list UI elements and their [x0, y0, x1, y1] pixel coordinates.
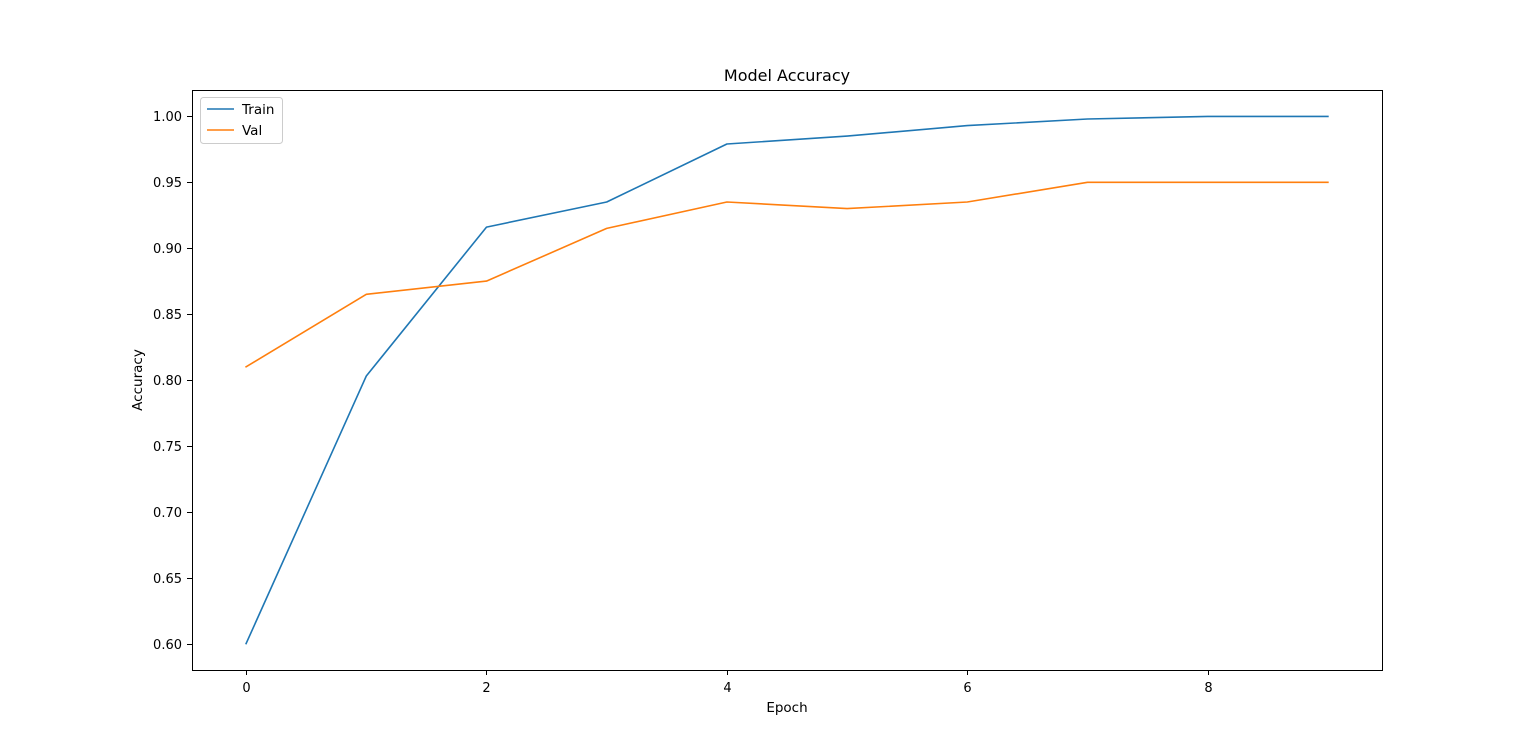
- chart-title: Model Accuracy: [724, 66, 850, 85]
- x-axis-label: Epoch: [766, 700, 807, 716]
- legend-label-val: Val: [242, 123, 262, 139]
- y-tick-label: 0.95: [153, 176, 182, 191]
- x-tick-label: 0: [242, 681, 250, 696]
- x-tick-label: 4: [723, 681, 731, 696]
- y-tick-label: 0.80: [153, 374, 182, 389]
- legend: Train Val: [200, 97, 283, 144]
- y-axis-ticks: 0.60 0.65 0.70 0.75 0.80 0.85 0.90 0.95 1.00: [153, 110, 192, 653]
- y-tick-label: 0.65: [153, 572, 182, 587]
- y-tick-label: 0.90: [153, 242, 182, 257]
- series-lines: [245, 115, 1329, 645]
- y-tick-label: 0.75: [153, 440, 182, 455]
- y-axis-label: Accuracy: [130, 349, 146, 411]
- x-tick-label: 8: [1204, 681, 1212, 696]
- series-line-train: [245, 115, 1329, 645]
- x-tick-label: 2: [482, 681, 490, 696]
- plot-frame: [192, 90, 1383, 671]
- y-tick-label: 0.70: [153, 506, 182, 521]
- y-tick-label: 0.60: [153, 638, 182, 653]
- series-line-val: [245, 181, 1329, 368]
- y-tick-label: 0.85: [153, 308, 182, 323]
- legend-label-train: Train: [241, 102, 274, 118]
- x-tick-label: 6: [963, 681, 971, 696]
- y-tick-label: 1.00: [153, 110, 182, 125]
- x-axis-ticks: 0 2 4 6 8: [242, 670, 1213, 696]
